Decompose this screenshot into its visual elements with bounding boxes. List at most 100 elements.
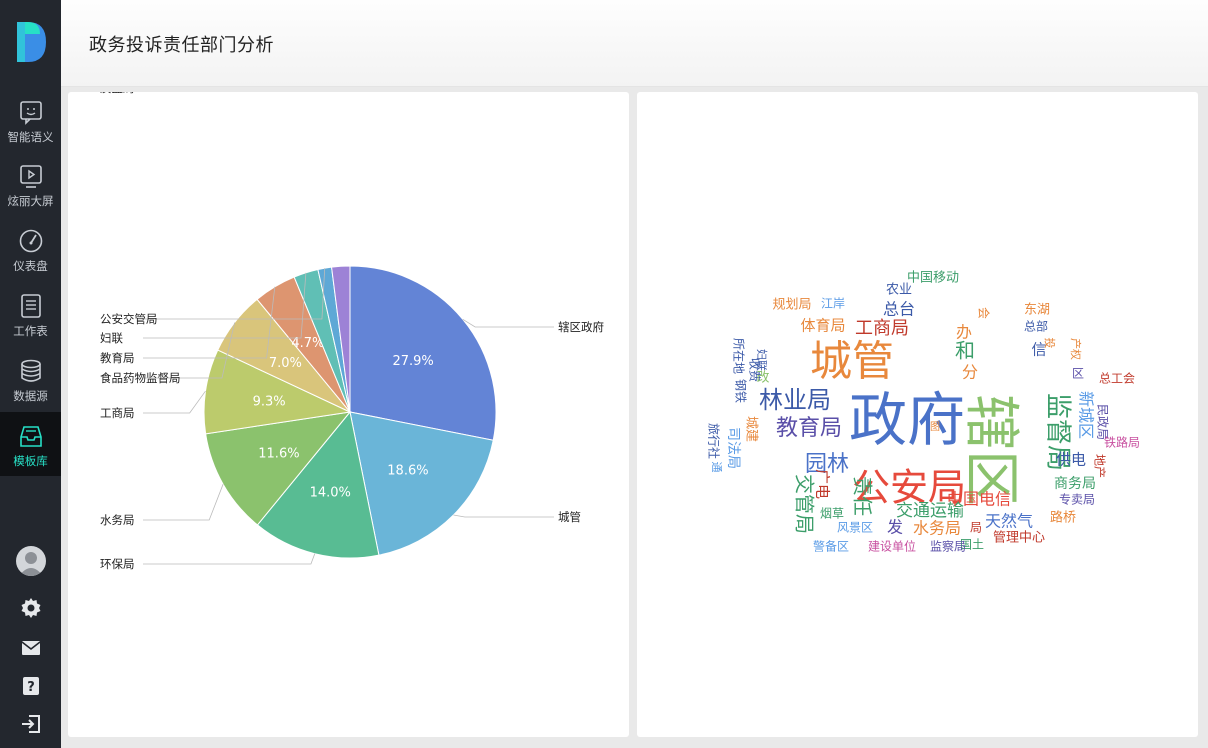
help-icon[interactable]: ? xyxy=(19,674,43,698)
word-cloud-term[interactable]: 专卖局 xyxy=(1059,492,1095,507)
word-cloud-term[interactable]: 中国移动 xyxy=(907,271,959,286)
word-cloud-term[interactable]: 风景区 xyxy=(837,521,873,535)
gauge-icon xyxy=(19,229,43,253)
logout-icon[interactable] xyxy=(19,712,43,736)
word-cloud-term[interactable]: 公安局 xyxy=(852,466,966,510)
user-icon xyxy=(19,552,43,576)
word-cloud-term[interactable]: 林业局 xyxy=(759,386,831,414)
word-cloud-term[interactable]: 改 xyxy=(756,371,769,386)
sidebar-item-smart-semantic[interactable]: 智能语义 xyxy=(0,88,61,152)
word-cloud-term[interactable]: 中国电信 xyxy=(947,490,1011,509)
word-cloud-term[interactable]: 总台 xyxy=(883,300,915,319)
word-cloud-term[interactable]: 国土 xyxy=(960,538,984,552)
slice-category-label: 教育局 xyxy=(100,351,135,365)
word-cloud-term[interactable]: 会 xyxy=(977,307,991,319)
word-cloud-term[interactable]: 发 xyxy=(887,518,903,537)
word-cloud-term[interactable]: 分 xyxy=(962,363,978,382)
slice-category-label: 辖区政府 xyxy=(558,320,604,334)
word-cloud-term[interactable]: 和 xyxy=(955,339,975,363)
word-cloud-term[interactable]: 教育局 xyxy=(776,416,842,441)
word-cloud-term[interactable]: 监督局 xyxy=(1043,393,1073,471)
word-cloud-term[interactable]: 钢铁 xyxy=(734,379,748,403)
slice-leader-line xyxy=(143,272,307,339)
sidebar-item-big-screen[interactable]: 炫丽大屏 xyxy=(0,152,61,216)
word-cloud-term[interactable]: 东湖 xyxy=(1024,303,1050,318)
word-cloud-term[interactable]: 司法局 xyxy=(725,427,741,469)
word-cloud-term[interactable]: 城建 xyxy=(744,416,759,442)
word-cloud-term[interactable]: 交通运输 xyxy=(896,501,964,521)
word-cloud-term[interactable]: 区 xyxy=(1072,367,1084,381)
sidebar-item-label: 炫丽大屏 xyxy=(7,194,54,208)
word-cloud-term[interactable]: 铁路局 xyxy=(1104,435,1140,450)
slice-category-label: 食品药物监督局 xyxy=(100,371,181,385)
sidebar-item-label: 智能语义 xyxy=(7,130,54,144)
word-cloud-term[interactable]: 交管局 xyxy=(793,474,817,534)
word-cloud-term[interactable]: 建设单位 xyxy=(868,539,916,554)
mail-icon[interactable] xyxy=(19,636,43,660)
word-cloud-term[interactable]: 民政局 xyxy=(1096,404,1110,440)
word-cloud-term[interactable]: 办 xyxy=(956,323,972,342)
word-cloud-term[interactable]: 规划局 xyxy=(772,298,811,313)
database-icon xyxy=(21,359,41,382)
word-cloud-term[interactable]: 园林 xyxy=(805,452,849,477)
word-cloud-term[interactable]: 产权 xyxy=(1069,338,1083,360)
word-cloud-term[interactable]: 路桥 xyxy=(1050,510,1076,526)
word-cloud-term[interactable]: 政府 xyxy=(849,386,965,454)
word-cloud-term[interactable]: 警备区 xyxy=(813,539,849,554)
slice-percent-label: 14.0% xyxy=(310,485,351,500)
word-cloud-term[interactable]: 水务局 xyxy=(913,519,961,538)
slice-percent-label: 4.7% xyxy=(291,336,324,351)
word-cloud-term[interactable]: 工商局 xyxy=(855,318,909,339)
word-cloud-term[interactable]: 投 xyxy=(1043,338,1057,349)
word-cloud-term[interactable]: 责任 xyxy=(851,476,875,516)
slice-percent-label: 11.6% xyxy=(258,446,299,461)
sidebar-item-dashboard[interactable]: 仪表盘 xyxy=(0,217,61,281)
sidebar-item-label: 仪表盘 xyxy=(13,259,48,273)
slice-category-label: 妇联 xyxy=(100,331,123,345)
word-cloud-term[interactable]: 农业 xyxy=(886,283,912,298)
word-cloud-term[interactable]: 天然气 xyxy=(985,512,1033,531)
pie-slice[interactable] xyxy=(203,349,352,435)
word-cloud-term[interactable]: 新城区 xyxy=(1077,391,1096,439)
word-cloud-term[interactable]: 商务局 xyxy=(1054,476,1096,492)
word-cloud-term[interactable]: 信 xyxy=(1031,341,1046,359)
sidebar-item-datasource[interactable]: 数据源 xyxy=(0,347,61,411)
word-cloud-term[interactable]: 辖区 xyxy=(958,394,1023,506)
word-cloud-term[interactable]: 地产 xyxy=(1093,454,1107,478)
word-cloud-term[interactable]: 体育局 xyxy=(800,317,845,335)
word-cloud-term[interactable]: 局 xyxy=(970,521,982,535)
pie-chart: 27.9% 辖区政府 18.6% 城管 14.0% 环保局 11.6% 水务局 9.3% 工商局 7… xyxy=(100,81,604,571)
sidebar-item-template-library[interactable]: 模板库 xyxy=(0,412,61,476)
word-cloud-term[interactable]: 总工会 xyxy=(1099,372,1135,386)
word-cloud-term[interactable]: 管理中心 xyxy=(993,531,1045,546)
word-cloud-term[interactable]: 通 xyxy=(710,462,723,473)
pie-slice[interactable] xyxy=(331,265,351,413)
word-cloud-term[interactable]: 旅行社 xyxy=(707,423,722,459)
word-cloud-term[interactable]: 所在地 xyxy=(732,338,746,374)
word-cloud-term[interactable]: 广电 xyxy=(814,469,832,499)
slice-leader-line xyxy=(143,268,326,320)
pie-slice[interactable] xyxy=(349,265,497,441)
sidebar-item-worksheet[interactable]: 工作表 xyxy=(0,282,61,346)
slice-leader-line xyxy=(143,390,206,414)
app-logo[interactable] xyxy=(0,0,61,84)
word-cloud-term[interactable]: 江岸 xyxy=(821,297,845,311)
inbox-tray-icon xyxy=(20,426,42,447)
pie-slice[interactable] xyxy=(256,410,380,559)
pie-slice[interactable] xyxy=(205,411,352,526)
word-cloud-term[interactable]: 烟草 xyxy=(820,507,844,521)
word-cloud-term[interactable]: 监察局 xyxy=(930,540,966,554)
slice-category-label: 质监局 xyxy=(100,92,135,95)
gear-icon[interactable] xyxy=(19,596,43,620)
word-cloud-term[interactable]: 妇联 xyxy=(755,349,768,371)
word-cloud-term[interactable]: 城管 xyxy=(810,337,894,386)
avatar[interactable] xyxy=(16,546,46,576)
logo-icon xyxy=(17,22,46,62)
slice-leader-line xyxy=(462,318,554,328)
word-cloud-term[interactable]: 供电 xyxy=(1056,451,1086,469)
word-cloud-term[interactable]: 收费 xyxy=(748,358,762,382)
slice-category-label: 公安交管局 xyxy=(100,312,158,326)
svg-text:?: ? xyxy=(27,680,35,695)
word-cloud-term[interactable]: 总部 xyxy=(1024,319,1048,334)
word-cloud-term[interactable]: 图 xyxy=(930,421,940,433)
